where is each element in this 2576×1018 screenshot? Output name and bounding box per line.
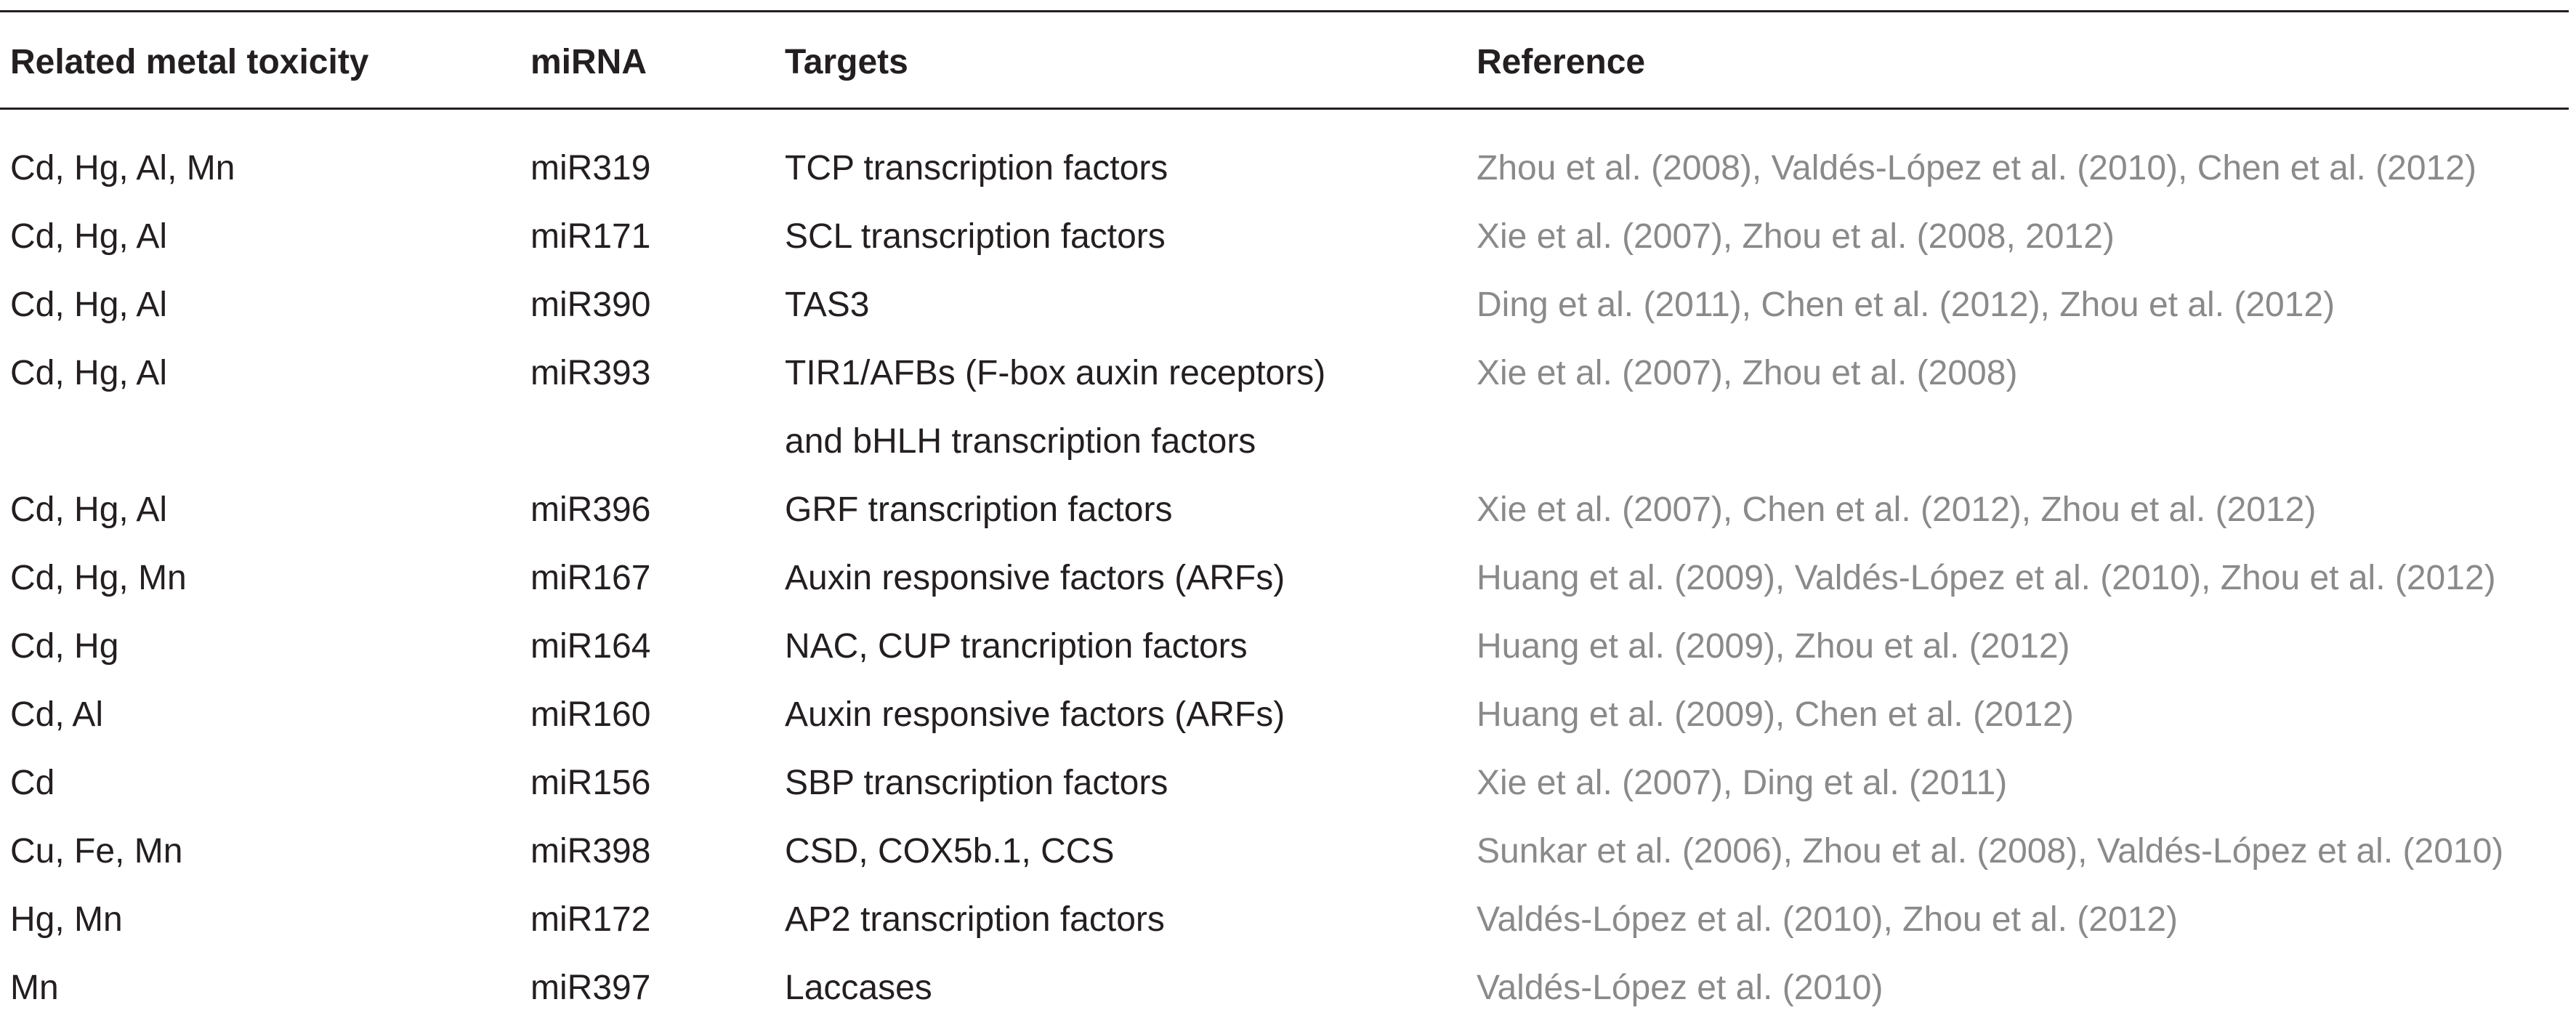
table-row: Cd, Hg, Al miR396 GRF transcription fact…: [0, 488, 2569, 532]
targets-cell: TCP transcription factors: [785, 149, 1168, 187]
table-row: Cd, Hg, Al miR390 TAS3 Ding et al. (2011…: [0, 283, 2569, 327]
targets-cell: GRF transcription factors: [785, 490, 1173, 529]
table-row: Cd miR156 SBP transcription factors Xie …: [0, 762, 2569, 805]
metal-toxicity-cell: Cd: [10, 764, 55, 802]
table-row: Cd, Hg, Mn miR167 Auxin responsive facto…: [0, 557, 2569, 600]
reference-link[interactable]: Xie et al. (2007), Zhou et al. (2008, 20…: [1477, 217, 2115, 256]
targets-cell: SBP transcription factors: [785, 764, 1168, 802]
targets-cell: TIR1/AFBs (F-box auxin receptors): [785, 354, 1326, 392]
header-mirna: miRNA: [530, 43, 647, 81]
mirna-cell: miR390: [530, 286, 651, 324]
targets-cell: and bHLH transcription factors: [785, 422, 1256, 461]
metal-toxicity-cell: Cu, Fe, Mn: [10, 832, 183, 870]
table-row: Cd, Al miR160 Auxin responsive factors (…: [0, 693, 2569, 737]
table-row: Mn miR397 Laccases Valdés-López et al. (…: [0, 966, 2569, 1010]
reference-link[interactable]: Valdés-López et al. (2010), Zhou et al. …: [1477, 900, 2179, 939]
metal-toxicity-cell: Cd, Hg, Al: [10, 217, 168, 256]
mirna-cell: miR156: [530, 764, 651, 802]
table-row-continuation: and bHLH transcription factors: [0, 420, 2569, 464]
reference-link[interactable]: Ding et al. (2011), Chen et al. (2012), …: [1477, 286, 2335, 324]
mirna-cell: miR172: [530, 900, 651, 939]
reference-link[interactable]: Valdés-López et al. (2010): [1477, 969, 1883, 1007]
metal-toxicity-cell: Cd, Hg: [10, 627, 119, 666]
reference-link[interactable]: Huang et al. (2009), Valdés-López et al.…: [1477, 559, 2496, 597]
reference-link[interactable]: Xie et al. (2007), Chen et al. (2012), Z…: [1477, 490, 2317, 529]
reference-link[interactable]: Sunkar et al. (2006), Zhou et al. (2008)…: [1477, 832, 2504, 870]
metal-toxicity-cell: Cd, Hg, Al: [10, 354, 168, 392]
mirna-cell: miR164: [530, 627, 651, 666]
metal-toxicity-cell: Cd, Hg, Al: [10, 490, 168, 529]
mirna-cell: miR398: [530, 832, 651, 870]
targets-cell: Auxin responsive factors (ARFs): [785, 559, 1285, 597]
reference-link[interactable]: Huang et al. (2009), Chen et al. (2012): [1477, 695, 2074, 734]
table-row: Hg, Mn miR172 AP2 transcription factors …: [0, 898, 2569, 942]
table-top-rule: [0, 10, 2569, 12]
header-reference: Reference: [1477, 43, 1646, 81]
targets-cell: SCL transcription factors: [785, 217, 1166, 256]
mirna-cell: miR396: [530, 490, 651, 529]
mirna-cell: miR393: [530, 354, 651, 392]
targets-cell: Auxin responsive factors (ARFs): [785, 695, 1285, 734]
metal-toxicity-cell: Hg, Mn: [10, 900, 123, 939]
reference-link[interactable]: Zhou et al. (2008), Valdés-López et al. …: [1477, 149, 2476, 187]
metal-toxicity-cell: Cd, Hg, Mn: [10, 559, 187, 597]
mirna-cell: miR167: [530, 559, 651, 597]
targets-cell: TAS3: [785, 286, 870, 324]
targets-cell: Laccases: [785, 969, 932, 1007]
table-row: Cd, Hg miR164 NAC, CUP trancription fact…: [0, 625, 2569, 668]
reference-link[interactable]: Xie et al. (2007), Ding et al. (2011): [1477, 764, 2008, 802]
header-bottom-rule: [0, 108, 2569, 110]
table-row: Cd, Hg, Al miR171 SCL transcription fact…: [0, 215, 2569, 259]
targets-cell: NAC, CUP trancription factors: [785, 627, 1248, 666]
metal-toxicity-cell: Cd, Hg, Al, Mn: [10, 149, 235, 187]
table-row: Cd, Hg, Al miR393 TIR1/AFBs (F-box auxin…: [0, 352, 2569, 395]
metal-toxicity-cell: Cd, Hg, Al: [10, 286, 168, 324]
table-row: Cu, Fe, Mn miR398 CSD, COX5b.1, CCS Sunk…: [0, 830, 2569, 873]
reference-link[interactable]: Huang et al. (2009), Zhou et al. (2012): [1477, 627, 2070, 666]
reference-link[interactable]: Xie et al. (2007), Zhou et al. (2008): [1477, 354, 2018, 392]
mirna-cell: miR160: [530, 695, 651, 734]
targets-cell: AP2 transcription factors: [785, 900, 1165, 939]
mirna-cell: miR397: [530, 969, 651, 1007]
mirna-cell: miR319: [530, 149, 651, 187]
metal-toxicity-cell: Cd, Al: [10, 695, 104, 734]
metal-toxicity-cell: Mn: [10, 969, 59, 1007]
mirna-cell: miR171: [530, 217, 651, 256]
header-related-metal-toxicity: Related metal toxicity: [10, 43, 369, 81]
header-targets: Targets: [785, 43, 908, 81]
targets-cell: CSD, COX5b.1, CCS: [785, 832, 1115, 870]
table-row: Cd, Hg, Al, Mn miR319 TCP transcription …: [0, 147, 2569, 190]
